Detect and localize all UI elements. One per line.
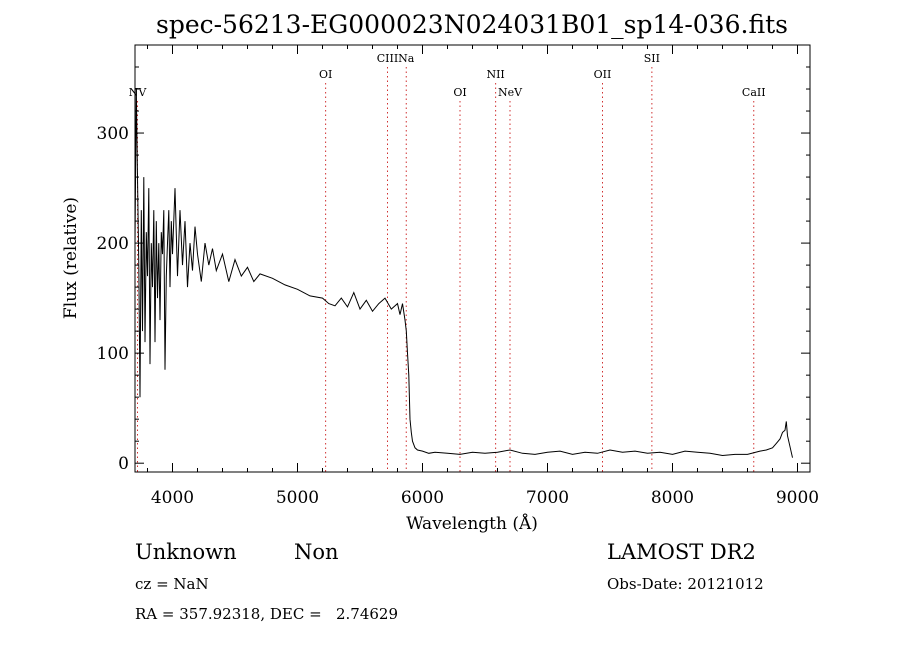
survey-name: LAMOST DR2 [607,540,756,564]
spectral-line-markers: NV OI CIII Na OI NII NeV OII SII CaII [129,52,766,472]
y-tick-label: 200 [97,234,129,254]
spectral-line-label: SII [644,52,660,65]
spectrum-series-line [134,88,793,458]
spectral-subclass: Non [294,540,339,564]
spectral-line-label: NeV [498,86,523,99]
redshift-readout: cz = NaN [135,575,209,593]
y-tick-label: 300 [97,124,129,144]
coordinates-readout: RA = 357.92318, DEC = 2.74629 [135,605,398,623]
x-tick-label: 4000 [151,488,194,508]
spectral-line-label: OI [453,86,466,99]
y-axis-ticks: 0 100 200 300 [97,66,810,474]
plot-frame [134,44,811,473]
observation-date: Obs-Date: 20121012 [607,575,764,593]
x-tick-label: 8000 [651,488,694,508]
spectral-line-label: NII [486,68,504,81]
spectral-line-label: OII [594,68,612,81]
spectral-line-label: Na [398,52,415,65]
y-axis-label: Flux (relative) [61,197,81,319]
chart-title: spec-56213-EG000023N024031B01_sp14-036.f… [156,10,788,39]
spectral-line-label: OI [319,68,332,81]
spectral-line-label: CaII [742,86,766,99]
x-axis-label: Wavelength (Å) [406,513,538,534]
x-tick-label: 7000 [526,488,569,508]
y-tick-label: 0 [118,454,129,474]
x-tick-label: 6000 [401,488,444,508]
x-axis-ticks: 4000 5000 6000 7000 8000 9000 [147,45,819,508]
x-tick-label: 9000 [776,488,819,508]
spectral-class: Unknown [135,540,237,564]
spectral-line-label: NV [129,86,148,99]
y-tick-label: 100 [97,344,129,364]
x-tick-label: 5000 [276,488,319,508]
spectral-line-label: CIII [377,52,398,65]
